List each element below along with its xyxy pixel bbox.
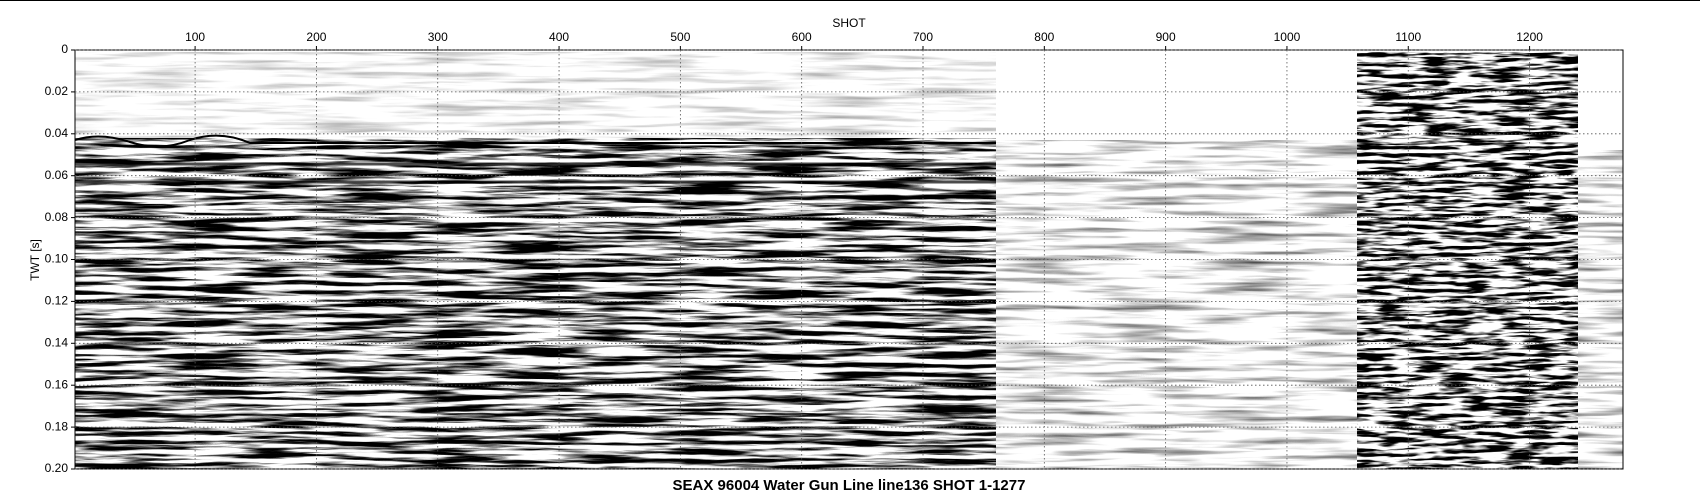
x-tick-label: 1100 bbox=[1395, 30, 1421, 44]
texture-diagonal-group bbox=[1357, 52, 1578, 469]
seafloor bbox=[74, 134, 996, 148]
seismic-image bbox=[74, 52, 1623, 469]
y-tick-label: 0.06 bbox=[45, 168, 69, 182]
x-tick-label: 300 bbox=[428, 30, 448, 44]
texture-dense bbox=[75, 138, 996, 469]
y-axis-label: TWT [s] bbox=[28, 239, 42, 281]
x-tick-label: 600 bbox=[792, 30, 812, 44]
x-tick-label: 400 bbox=[549, 30, 569, 44]
texture-diagonal bbox=[1357, 52, 1578, 469]
chart-title: SEAX 96004 Water Gun Line line136 SHOT 1… bbox=[673, 477, 1026, 494]
x-tick-label: 200 bbox=[306, 30, 326, 44]
y-tick-label: 0.16 bbox=[45, 377, 69, 391]
reflector bbox=[75, 162, 996, 184]
texture-faint bbox=[996, 140, 1357, 469]
x-axis-label: SHOT bbox=[832, 16, 866, 30]
y-tick-label: 0.10 bbox=[45, 252, 69, 266]
y-tick-label: 0.12 bbox=[45, 294, 69, 308]
y-tick-label: 0.14 bbox=[45, 335, 69, 349]
x-tick-label: 900 bbox=[1156, 30, 1176, 44]
x-tick-label: 100 bbox=[185, 30, 205, 44]
y-tick-label: 0.20 bbox=[45, 461, 69, 475]
y-tick-label: 0.02 bbox=[45, 84, 69, 98]
x-tick-label: 500 bbox=[670, 30, 690, 44]
y-tick-label: 0.18 bbox=[45, 419, 69, 433]
texture-water bbox=[75, 52, 996, 138]
texture-faint-right bbox=[1578, 150, 1623, 469]
x-tick-label: 800 bbox=[1034, 30, 1054, 44]
x-tick-label: 1200 bbox=[1516, 30, 1543, 44]
y-tick-label: 0.08 bbox=[45, 210, 69, 224]
x-tick-label: 1000 bbox=[1274, 30, 1301, 44]
x-tick-label: 700 bbox=[913, 30, 933, 44]
y-tick-label: 0 bbox=[61, 42, 68, 56]
y-tick-label: 0.04 bbox=[45, 126, 69, 140]
